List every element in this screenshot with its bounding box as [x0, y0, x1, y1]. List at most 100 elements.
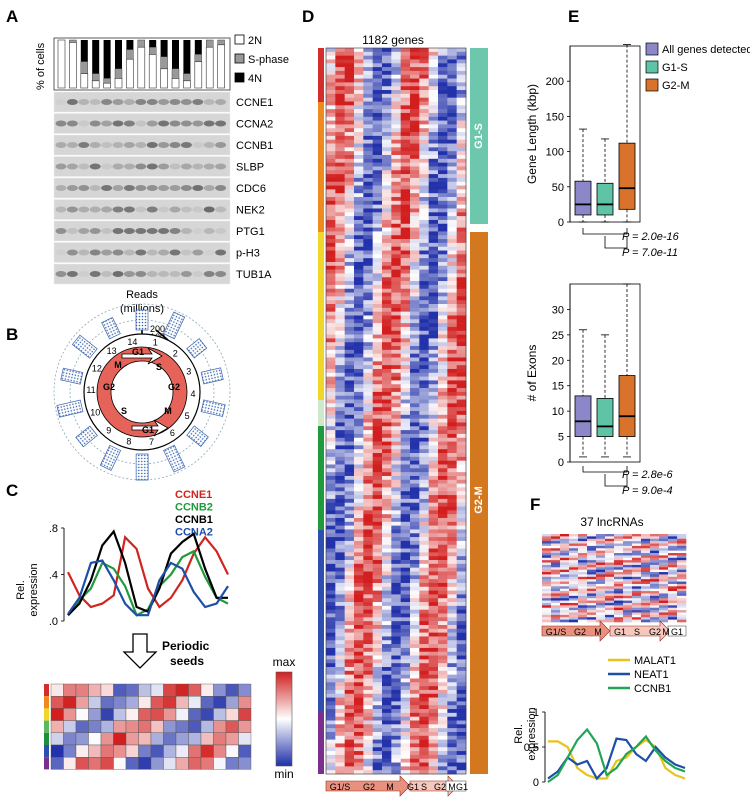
heat-cell: [438, 151, 448, 156]
heat-cell: [335, 90, 345, 95]
blot-band: [89, 271, 101, 278]
heat-cell: [428, 304, 439, 309]
heat-cell: [391, 86, 401, 91]
heat-cell: [410, 223, 420, 228]
heat-cell: [438, 735, 448, 740]
heat-cell: [372, 216, 383, 221]
heat-cell: [326, 624, 336, 630]
heat-cell: [428, 154, 439, 160]
heat-cell: [410, 659, 420, 664]
heat-cell: [344, 552, 355, 557]
heat-cell: [382, 739, 392, 744]
heat-cell: [382, 418, 392, 423]
heat-cell: [428, 762, 439, 767]
heat-cell: [326, 93, 336, 98]
heat-cell: [456, 288, 467, 293]
heat-cell: [542, 548, 552, 551]
heat-cell: [456, 468, 467, 473]
blot-band: [135, 206, 147, 213]
bar-sphase: [160, 56, 168, 69]
heat-cell: [363, 162, 373, 167]
heat-cell: [438, 598, 448, 603]
heat-cell: [354, 655, 364, 660]
heat-cell: [438, 575, 448, 580]
read-bar: [56, 399, 84, 418]
heat-cell: [335, 751, 345, 756]
heat-cell: [391, 754, 401, 760]
heat-cell: [605, 581, 615, 585]
heat-cell: [578, 581, 588, 585]
heat-cell: [326, 575, 336, 580]
bar-sphase: [114, 68, 123, 79]
heat-cell: [326, 693, 336, 698]
heat-cell: [410, 731, 420, 737]
heat-cell: [354, 705, 364, 710]
heat-cell: [382, 414, 392, 419]
bar-2n: [103, 82, 111, 89]
heat-cell: [363, 624, 373, 630]
heat-cell: [428, 288, 439, 293]
cluster-segment: [318, 426, 324, 530]
heat-cell: [447, 216, 457, 221]
heat-cell: [410, 304, 420, 309]
panel-b-read-bars: [56, 309, 226, 481]
heat-cell: [650, 602, 660, 606]
heat-cell: [363, 449, 373, 454]
heat-cell: [659, 543, 669, 547]
heat-cell: [372, 449, 383, 454]
heat-cell: [344, 269, 355, 274]
heat-cell: [382, 116, 392, 121]
heat-cell: [447, 617, 457, 622]
heat-cell: [456, 460, 467, 465]
heat-cell: [623, 534, 633, 537]
heat-cell: [428, 445, 439, 450]
heat-cell: [456, 537, 467, 542]
heat-cell: [456, 105, 467, 110]
heat-cell: [428, 391, 439, 397]
heat-cell: [372, 300, 383, 305]
heat-cell: [391, 223, 401, 228]
heat-cell: [438, 689, 448, 695]
heat-cell: [551, 612, 561, 616]
heat-cell: [419, 460, 429, 465]
heat-cell: [614, 610, 624, 613]
heat-cell: [438, 728, 448, 733]
heat-cell: [456, 296, 467, 301]
heat-cell: [551, 602, 561, 606]
heat-cell: [419, 368, 429, 374]
heat-cell: [382, 120, 392, 125]
heat-cell: [438, 571, 448, 576]
heat-cell: [456, 770, 467, 775]
heat-cell: [363, 716, 373, 721]
heat-cell: [456, 632, 467, 637]
heat-cell: [428, 254, 439, 259]
heat-cell: [438, 399, 448, 404]
heat-cell: [456, 55, 467, 60]
heat-cell: [400, 548, 411, 553]
heat-cell: [542, 602, 552, 606]
heat-cell: [410, 296, 420, 301]
heat-cell: [447, 644, 457, 649]
panel-d-g1s-bar: [470, 48, 488, 224]
heat-cell: [447, 720, 457, 725]
heat-cell: [456, 418, 467, 423]
heat-cell: [659, 610, 669, 613]
blot-band: [169, 228, 181, 235]
heat-cell: [419, 624, 429, 630]
heat-cell: [542, 591, 552, 594]
heat-cell: [447, 105, 457, 110]
heat-cell: [428, 59, 439, 64]
heat-cell: [438, 682, 448, 687]
bar-sphase: [91, 73, 100, 81]
blot-band: [192, 142, 204, 149]
heat-cell: [363, 747, 373, 752]
heat-cell: [456, 533, 467, 538]
heat-cell: [400, 158, 411, 163]
heat-cell: [456, 258, 467, 263]
heat-cell: [354, 689, 364, 695]
heat-cell: [363, 422, 373, 427]
heat-cell: [456, 128, 467, 133]
heat-cell: [587, 534, 597, 537]
heat-cell: [551, 586, 561, 589]
heat-cell: [668, 567, 678, 570]
